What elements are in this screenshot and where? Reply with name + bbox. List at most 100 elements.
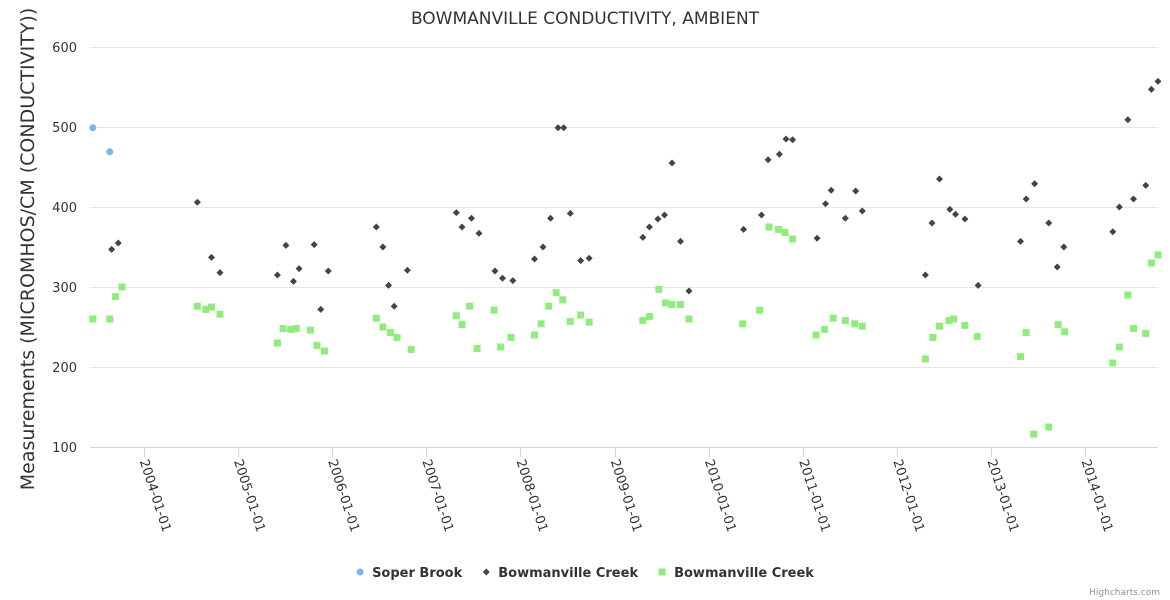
data-point[interactable] (372, 314, 380, 322)
legend-symbol[interactable] (482, 568, 490, 576)
data-point[interactable] (385, 281, 393, 289)
data-point[interactable] (639, 317, 647, 325)
data-point[interactable] (929, 333, 937, 341)
data-point[interactable] (1109, 359, 1117, 367)
data-point[interactable] (379, 243, 387, 251)
data-point[interactable] (499, 274, 507, 282)
data-point[interactable] (202, 305, 210, 313)
data-point[interactable] (317, 305, 325, 313)
data-point[interactable] (961, 321, 969, 329)
data-point[interactable] (645, 223, 653, 231)
data-point[interactable] (1147, 259, 1155, 267)
data-point[interactable] (216, 310, 224, 318)
data-point[interactable] (764, 156, 772, 164)
legend-item[interactable]: Bowmanville Creek (482, 566, 639, 581)
data-point[interactable] (537, 320, 545, 328)
data-point[interactable] (813, 234, 821, 242)
data-point[interactable] (106, 315, 114, 323)
data-point[interactable] (552, 289, 560, 297)
data-point[interactable] (974, 281, 982, 289)
data-point[interactable] (292, 325, 300, 333)
data-point[interactable] (207, 303, 215, 311)
data-point[interactable] (677, 237, 685, 245)
data-point[interactable] (390, 302, 398, 310)
data-point[interactable] (566, 317, 574, 325)
data-point[interactable] (475, 229, 483, 237)
data-point[interactable] (1031, 180, 1039, 188)
data-point[interactable] (668, 301, 676, 309)
data-point[interactable] (1142, 181, 1150, 189)
data-point[interactable] (822, 200, 830, 208)
data-point[interactable] (740, 225, 748, 233)
data-point[interactable] (841, 317, 849, 325)
data-point[interactable] (545, 302, 553, 310)
data-point[interactable] (379, 323, 387, 331)
data-point[interactable] (685, 287, 693, 295)
data-point[interactable] (765, 223, 773, 231)
data-point[interactable] (111, 293, 119, 301)
data-point[interactable] (1061, 328, 1069, 336)
data-point[interactable] (1115, 203, 1123, 211)
data-point[interactable] (509, 277, 517, 285)
data-point[interactable] (1053, 263, 1061, 271)
data-point[interactable] (685, 315, 693, 323)
data-point[interactable] (566, 209, 574, 217)
data-point[interactable] (858, 322, 866, 330)
data-point[interactable] (1045, 423, 1053, 431)
data-point[interactable] (789, 136, 797, 144)
data-point[interactable] (539, 243, 547, 251)
data-point[interactable] (458, 321, 466, 329)
data-point[interactable] (756, 306, 764, 314)
data-point[interactable] (560, 124, 568, 132)
data-point[interactable] (559, 296, 567, 304)
data-point[interactable] (821, 325, 829, 333)
data-point[interactable] (282, 241, 290, 249)
legend-symbol[interactable] (658, 568, 666, 576)
data-point[interactable] (324, 267, 332, 275)
credits-link[interactable]: Highcharts.com (1089, 588, 1160, 598)
data-point[interactable] (781, 229, 789, 237)
data-point[interactable] (279, 325, 287, 333)
data-point[interactable] (852, 187, 860, 195)
data-point[interactable] (1022, 329, 1030, 337)
data-point[interactable] (531, 255, 539, 263)
data-point[interactable] (577, 257, 585, 265)
data-point[interactable] (1124, 291, 1132, 299)
data-point[interactable] (554, 124, 562, 132)
data-point[interactable] (1060, 243, 1068, 251)
data-point[interactable] (812, 331, 820, 339)
data-point[interactable] (1142, 329, 1150, 337)
data-point[interactable] (1030, 430, 1038, 438)
data-point[interactable] (789, 235, 797, 243)
data-point[interactable] (1022, 195, 1030, 203)
data-point[interactable] (1147, 85, 1155, 93)
data-point[interactable] (89, 315, 97, 323)
data-point[interactable] (921, 355, 929, 363)
data-point[interactable] (547, 214, 555, 222)
data-point[interactable] (507, 333, 515, 341)
data-point[interactable] (585, 318, 593, 326)
data-point[interactable] (473, 345, 481, 353)
data-point[interactable] (1154, 251, 1162, 259)
data-point[interactable] (393, 333, 401, 341)
data-point[interactable] (829, 314, 837, 322)
data-point[interactable] (827, 186, 835, 194)
data-point[interactable] (639, 233, 647, 241)
data-point[interactable] (466, 302, 474, 310)
data-point[interactable] (668, 159, 676, 167)
data-point[interactable] (1109, 228, 1117, 236)
legend-item[interactable]: Bowmanville Creek (658, 566, 815, 581)
data-point[interactable] (950, 315, 958, 323)
data-point[interactable] (89, 124, 97, 132)
data-point[interactable] (1115, 343, 1123, 351)
data-point[interactable] (775, 150, 783, 158)
data-point[interactable] (403, 266, 411, 274)
data-point[interactable] (739, 320, 747, 328)
data-point[interactable] (372, 223, 380, 231)
data-point[interactable] (577, 311, 585, 319)
data-point[interactable] (1130, 195, 1138, 203)
data-point[interactable] (386, 329, 394, 337)
legend-symbol[interactable] (356, 568, 364, 576)
data-point[interactable] (313, 341, 321, 349)
data-point[interactable] (936, 175, 944, 183)
